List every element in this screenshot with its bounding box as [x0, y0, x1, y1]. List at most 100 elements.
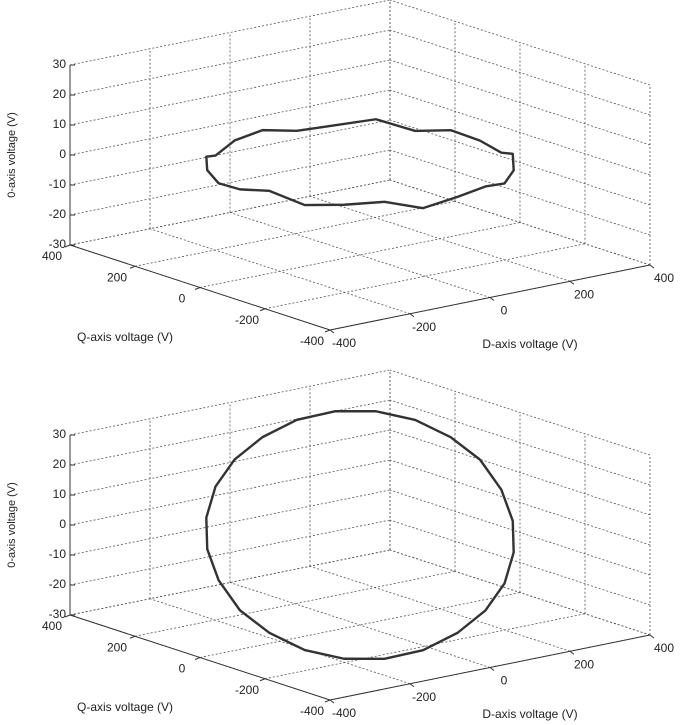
- tick-mark: [64, 614, 71, 618]
- tick-mark: [129, 265, 136, 269]
- z-tick-label: -20: [49, 207, 67, 221]
- grid-line: [69, 59, 391, 126]
- grid-line: [389, 29, 651, 116]
- tick-mark: [569, 650, 575, 655]
- grid-line: [389, 489, 651, 576]
- tick-mark: [409, 313, 415, 318]
- chart-panel: -30 -20 -10 0 10 20 30 -400 -200 0 200 400 -400 -200 0…: [6, 0, 674, 351]
- tick-mark: [489, 297, 495, 301]
- tick-mark: [129, 635, 136, 639]
- grid-line: [199, 592, 521, 658]
- chart-panel: -30 -20 -10 0 10 20 30 -400 -200 0 200 400 -400 -200 0…: [6, 369, 674, 721]
- grid-line: [389, 429, 651, 516]
- z-tick-label: 0: [59, 517, 66, 531]
- grid-line: [134, 200, 456, 267]
- y-tick-label: 200: [107, 270, 127, 284]
- grid-line: [389, 0, 651, 86]
- z-tick-label: -30: [49, 607, 67, 621]
- x-tick-label: 0: [501, 304, 508, 318]
- tick-mark: [259, 308, 266, 312]
- tick-mark: [324, 329, 331, 333]
- y-tick-label: 0: [179, 292, 186, 306]
- grid-line: [264, 243, 586, 310]
- grid-line: [389, 149, 651, 236]
- z-tick-label: -20: [49, 577, 67, 591]
- z-axis-title: 0-axis voltage (V): [6, 482, 18, 568]
- tick-mark: [649, 264, 655, 269]
- grid-line: [229, 582, 491, 668]
- trajectory: [205, 409, 515, 661]
- grid-line: [69, 119, 391, 186]
- y-tick-label: -400: [300, 334, 324, 348]
- grid-line: [69, 179, 391, 246]
- grid-line: [389, 179, 651, 266]
- tick-mark: [489, 667, 495, 671]
- y-tick-label: 400: [42, 619, 62, 633]
- grid-line: [69, 0, 391, 66]
- grid-line: [69, 459, 391, 526]
- tick-mark: [194, 657, 201, 660]
- grid-line: [229, 212, 491, 298]
- x-tick-label: -400: [332, 706, 356, 720]
- tick-mark: [329, 329, 335, 334]
- grid-line: [69, 29, 391, 96]
- trajectory: [205, 118, 515, 210]
- x-tick-label: 400: [654, 641, 674, 655]
- grid-line: [199, 222, 521, 288]
- x-tick-label: 200: [574, 287, 594, 301]
- tick-mark: [64, 244, 71, 248]
- grid-line: [69, 429, 391, 496]
- x-axis-title: D-axis voltage (V): [482, 337, 577, 351]
- tick-mark: [259, 678, 266, 682]
- x-tick-label: 400: [654, 271, 674, 285]
- x-tick-label: -200: [412, 320, 436, 334]
- x-axis-title: D-axis voltage (V): [482, 707, 577, 721]
- z-tick-label: 20: [53, 457, 67, 471]
- tick-mark: [324, 699, 331, 703]
- z-tick-label: 30: [53, 427, 67, 441]
- x-tick-label: -200: [412, 690, 436, 704]
- grid-line: [69, 89, 391, 156]
- grid-line: [69, 369, 391, 436]
- y-axis-title: Q-axis voltage (V): [77, 330, 173, 344]
- tick-mark: [329, 699, 335, 704]
- grid-line: [389, 459, 651, 546]
- y-tick-label: -200: [235, 683, 259, 697]
- tick-mark: [569, 280, 575, 285]
- grid-line: [389, 59, 651, 146]
- grid-line: [389, 119, 651, 206]
- grid-line: [389, 519, 651, 606]
- y-tick-label: 200: [107, 640, 127, 654]
- z-tick-label: 20: [53, 87, 67, 101]
- y-tick-label: -400: [300, 704, 324, 718]
- grid-line: [389, 549, 651, 636]
- grid-line: [69, 149, 391, 216]
- y-tick-label: -200: [235, 313, 259, 327]
- tick-mark: [409, 683, 415, 688]
- y-axis-title: Q-axis voltage (V): [77, 700, 173, 714]
- tick-mark: [649, 634, 655, 639]
- y-tick-label: 400: [42, 249, 62, 263]
- grid-line: [69, 489, 391, 556]
- z-tick-label: 0: [59, 147, 66, 161]
- x-tick-label: -400: [332, 336, 356, 350]
- x-tick-label: 0: [501, 674, 508, 688]
- grid-line: [389, 369, 651, 456]
- z-tick-label: 10: [53, 117, 67, 131]
- z-tick-label: 30: [53, 57, 67, 71]
- z-tick-label: 10: [53, 487, 67, 501]
- z-tick-label: -30: [49, 237, 67, 251]
- grid-line: [69, 519, 391, 586]
- y-tick-label: 0: [179, 662, 186, 676]
- grid-line: [389, 399, 651, 486]
- z-tick-label: -10: [49, 547, 67, 561]
- tick-mark: [194, 287, 201, 290]
- z-axis-title: 0-axis voltage (V): [6, 112, 18, 198]
- x-tick-label: 200: [574, 657, 594, 671]
- grid-line: [69, 549, 391, 616]
- grid-line: [389, 89, 651, 176]
- z-tick-label: -10: [49, 177, 67, 191]
- grid-line: [264, 613, 586, 680]
- grid-line: [134, 570, 456, 637]
